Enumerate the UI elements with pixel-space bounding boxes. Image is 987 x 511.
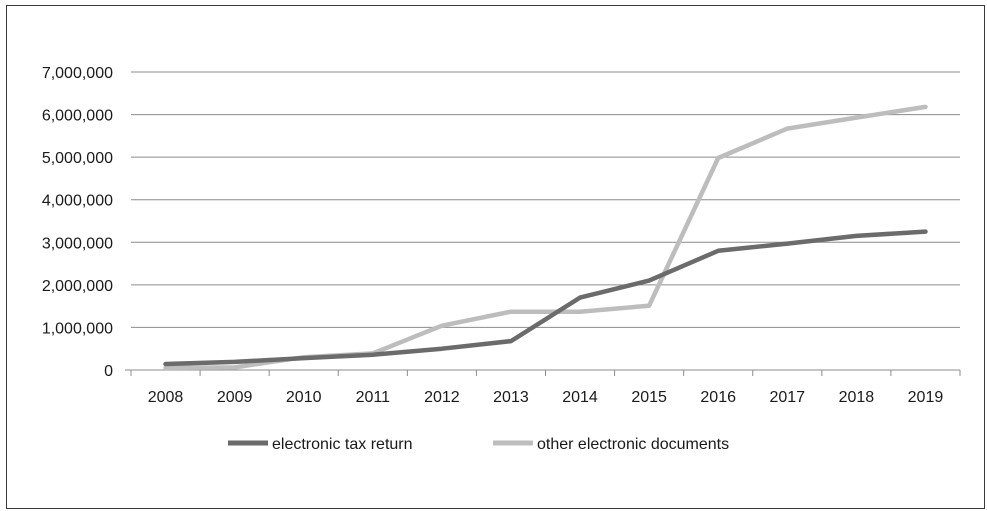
x-tick-label: 2009: [217, 389, 253, 406]
series-lines: [163, 104, 928, 371]
y-tick-label: 6,000,000: [42, 108, 113, 125]
x-tick-label: 2018: [839, 389, 875, 406]
x-tick-label: 2008: [148, 389, 184, 406]
series-line-electronic-tax-return: [163, 229, 928, 367]
x-tick-label: 2015: [631, 389, 667, 406]
x-tick-label: 2013: [493, 389, 529, 406]
x-tick-label: 2017: [769, 389, 805, 406]
x-tick-label: 2011: [356, 389, 391, 406]
x-tick-label: 2016: [700, 389, 736, 406]
x-axis: [125, 369, 961, 376]
gridlines: [131, 71, 960, 328]
y-tick-label: 1,000,000: [42, 320, 113, 337]
chart-frame: [6, 5, 985, 509]
y-tick-label: 0: [104, 363, 113, 380]
y-tick-label: 7,000,000: [42, 65, 113, 82]
y-tick-label: 2,000,000: [42, 278, 113, 295]
x-tick-label: 2014: [562, 389, 598, 406]
series-line-other-electronic-documents: [163, 104, 928, 371]
x-tick-label: 2012: [424, 389, 460, 406]
y-tick-label: 5,000,000: [42, 150, 113, 167]
x-tick-label: 2010: [286, 389, 322, 406]
x-axis-tick-labels: 2008 2009 2010 2011 2012 2013 2014 2015 2016 2017…: [148, 389, 944, 406]
legend-label-other-electronic-documents: other electronic documents: [537, 436, 729, 453]
y-tick-label: 3,000,000: [42, 235, 113, 252]
x-tick-label: 2019: [908, 389, 944, 406]
legend: electronic tax return other electronic d…: [228, 436, 729, 453]
legend-label-electronic-tax-return: electronic tax return: [272, 436, 413, 453]
y-axis-tick-labels: 0 1,000,000 2,000,000 3,000,000 4,000,000 5,0…: [42, 65, 113, 380]
y-tick-label: 4,000,000: [42, 193, 113, 210]
